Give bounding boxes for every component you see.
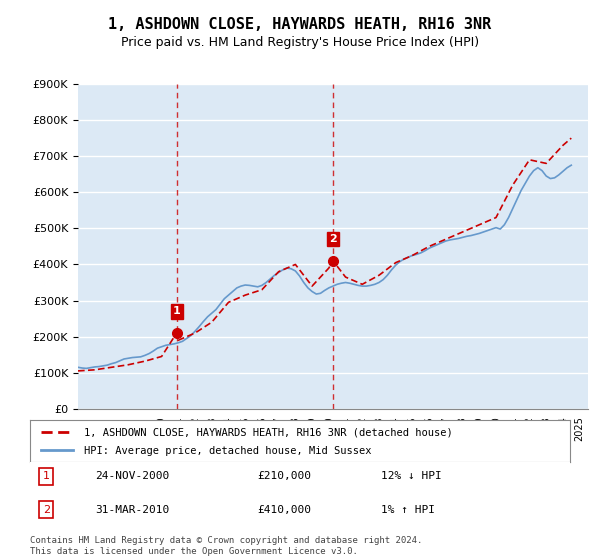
Text: 1, ASHDOWN CLOSE, HAYWARDS HEATH, RH16 3NR (detached house): 1, ASHDOWN CLOSE, HAYWARDS HEATH, RH16 3… — [84, 428, 453, 437]
Text: 1: 1 — [173, 306, 181, 316]
Text: HPI: Average price, detached house, Mid Sussex: HPI: Average price, detached house, Mid … — [84, 446, 371, 456]
Text: 2: 2 — [329, 234, 337, 244]
Text: 31-MAR-2010: 31-MAR-2010 — [95, 505, 169, 515]
Text: 2: 2 — [43, 505, 50, 515]
Text: Contains HM Land Registry data © Crown copyright and database right 2024.
This d: Contains HM Land Registry data © Crown c… — [30, 536, 422, 556]
Text: 1, ASHDOWN CLOSE, HAYWARDS HEATH, RH16 3NR: 1, ASHDOWN CLOSE, HAYWARDS HEATH, RH16 3… — [109, 17, 491, 32]
Text: Price paid vs. HM Land Registry's House Price Index (HPI): Price paid vs. HM Land Registry's House … — [121, 36, 479, 49]
Text: 24-NOV-2000: 24-NOV-2000 — [95, 471, 169, 481]
Text: 12% ↓ HPI: 12% ↓ HPI — [381, 471, 442, 481]
Text: 1: 1 — [43, 471, 50, 481]
Text: £410,000: £410,000 — [257, 505, 311, 515]
Text: 1% ↑ HPI: 1% ↑ HPI — [381, 505, 435, 515]
Text: £210,000: £210,000 — [257, 471, 311, 481]
